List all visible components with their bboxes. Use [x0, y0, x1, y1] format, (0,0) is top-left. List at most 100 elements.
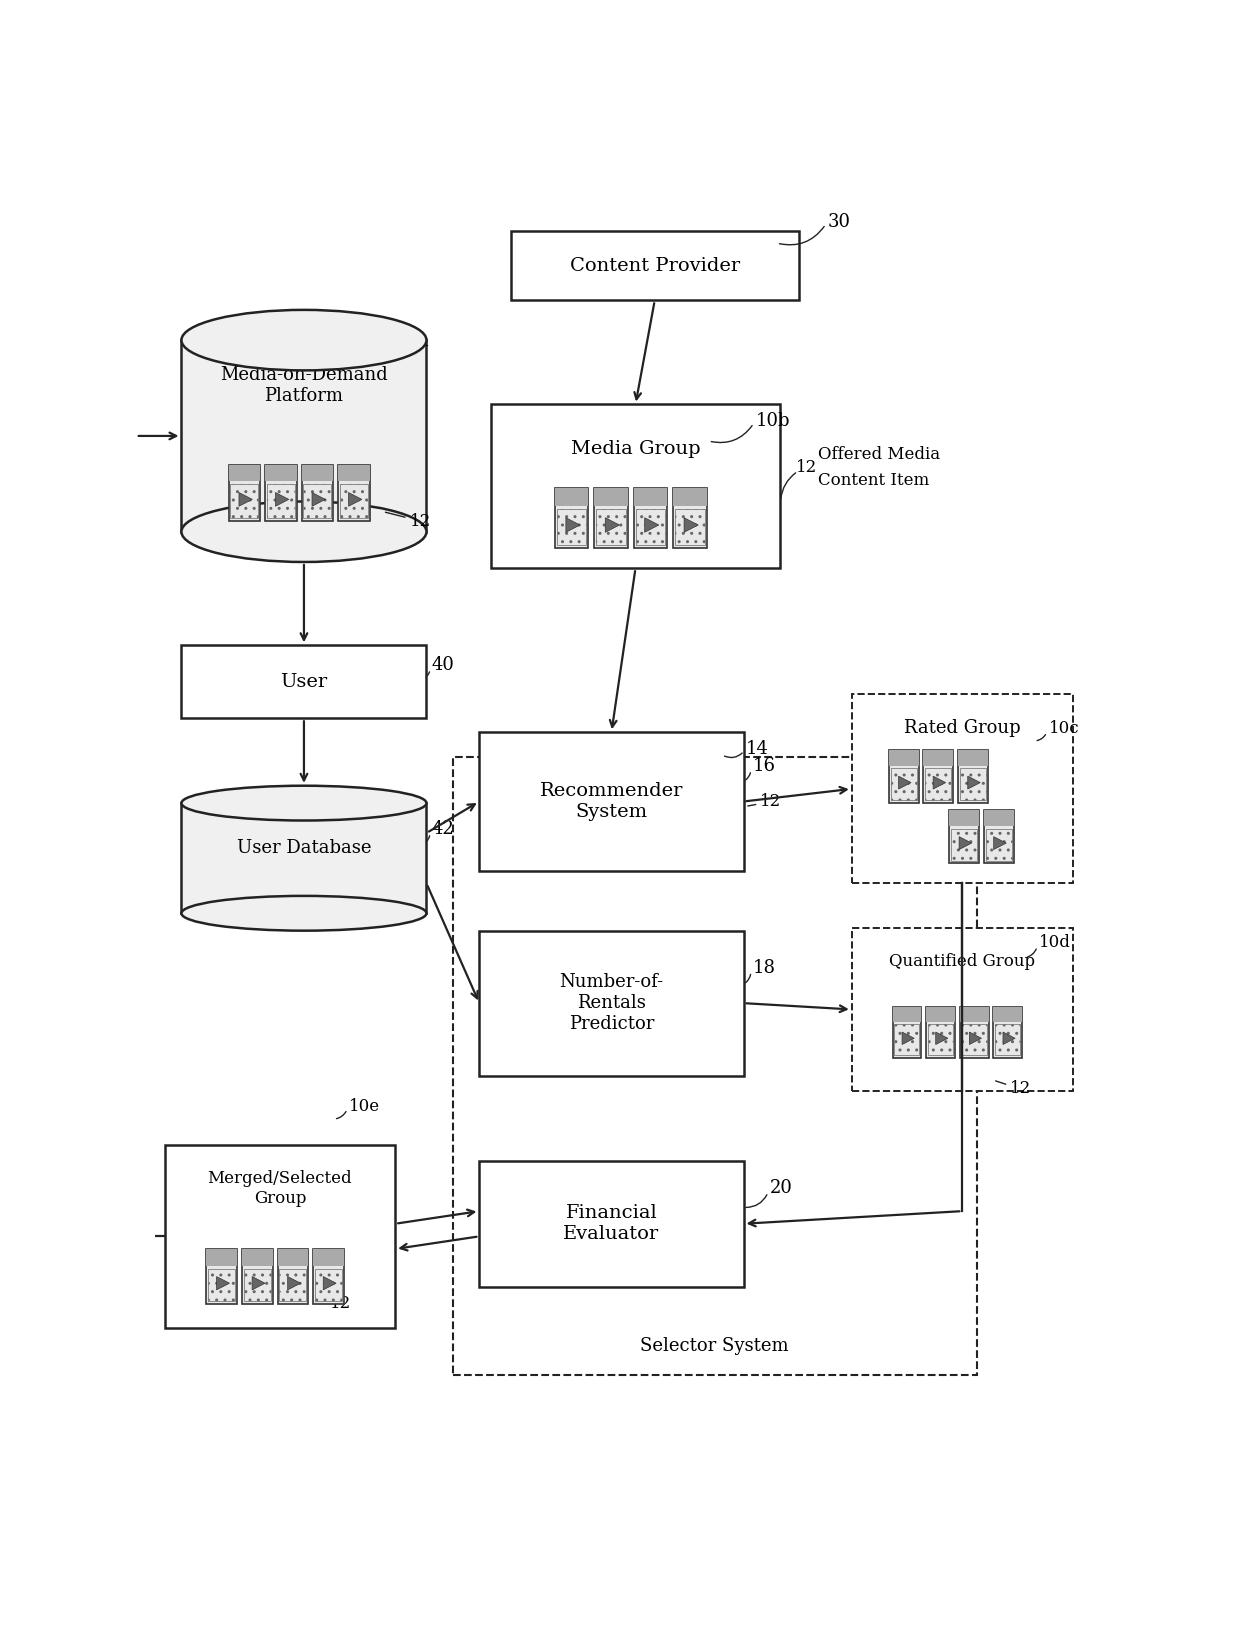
FancyBboxPatch shape: [852, 928, 1073, 1092]
FancyBboxPatch shape: [312, 1249, 343, 1305]
FancyBboxPatch shape: [228, 465, 260, 521]
FancyBboxPatch shape: [265, 465, 296, 481]
Text: User Database: User Database: [237, 840, 371, 858]
FancyBboxPatch shape: [996, 1025, 1021, 1056]
FancyBboxPatch shape: [959, 750, 988, 802]
Polygon shape: [275, 493, 289, 506]
Text: 42: 42: [432, 820, 455, 838]
FancyBboxPatch shape: [950, 810, 980, 863]
FancyBboxPatch shape: [924, 750, 954, 766]
FancyBboxPatch shape: [950, 810, 980, 827]
Text: 10e: 10e: [350, 1098, 381, 1115]
FancyBboxPatch shape: [278, 1249, 309, 1265]
Text: Content Item: Content Item: [818, 471, 929, 488]
FancyBboxPatch shape: [925, 768, 951, 800]
Text: 30: 30: [828, 213, 851, 231]
Polygon shape: [217, 1277, 229, 1290]
FancyBboxPatch shape: [893, 1007, 921, 1058]
FancyBboxPatch shape: [993, 1007, 1022, 1058]
Text: Media-on-Demand
Platform: Media-on-Demand Platform: [219, 367, 388, 404]
Text: 16: 16: [753, 758, 776, 776]
FancyBboxPatch shape: [926, 1007, 955, 1058]
Polygon shape: [684, 517, 698, 532]
Text: Financial
Evaluator: Financial Evaluator: [563, 1205, 660, 1242]
FancyBboxPatch shape: [960, 1007, 988, 1058]
FancyBboxPatch shape: [312, 1249, 343, 1265]
FancyBboxPatch shape: [181, 645, 427, 719]
Text: 10a: 10a: [396, 332, 429, 350]
Polygon shape: [645, 517, 658, 532]
FancyBboxPatch shape: [181, 340, 427, 532]
Text: Recommender
System: Recommender System: [539, 782, 683, 820]
FancyBboxPatch shape: [265, 465, 296, 521]
Polygon shape: [1003, 1031, 1016, 1044]
Text: 12: 12: [409, 512, 432, 530]
FancyBboxPatch shape: [242, 1249, 273, 1305]
FancyBboxPatch shape: [480, 732, 744, 871]
Polygon shape: [936, 1031, 947, 1044]
Polygon shape: [252, 1277, 265, 1290]
Ellipse shape: [181, 309, 427, 370]
Polygon shape: [605, 517, 620, 532]
Text: User: User: [280, 673, 327, 691]
FancyBboxPatch shape: [554, 488, 589, 548]
FancyBboxPatch shape: [983, 810, 1013, 863]
FancyBboxPatch shape: [181, 804, 427, 913]
FancyBboxPatch shape: [301, 465, 334, 521]
Polygon shape: [312, 493, 325, 506]
Text: 12: 12: [796, 458, 817, 476]
Polygon shape: [959, 837, 972, 850]
Text: 12: 12: [760, 792, 781, 810]
FancyBboxPatch shape: [893, 1007, 921, 1021]
FancyBboxPatch shape: [960, 768, 986, 800]
FancyBboxPatch shape: [928, 1025, 954, 1056]
FancyBboxPatch shape: [244, 1269, 270, 1301]
FancyBboxPatch shape: [301, 465, 334, 481]
FancyBboxPatch shape: [165, 1144, 396, 1328]
Text: Merged/Selected
Group: Merged/Selected Group: [207, 1170, 352, 1206]
FancyBboxPatch shape: [557, 509, 587, 545]
Polygon shape: [288, 1277, 300, 1290]
FancyBboxPatch shape: [634, 488, 667, 548]
Text: Offered Media: Offered Media: [818, 447, 940, 463]
Text: 40: 40: [432, 656, 455, 674]
Polygon shape: [565, 517, 580, 532]
Text: 10b: 10b: [755, 413, 790, 431]
FancyBboxPatch shape: [206, 1249, 237, 1305]
FancyBboxPatch shape: [340, 485, 368, 519]
FancyBboxPatch shape: [554, 488, 589, 506]
FancyBboxPatch shape: [279, 1269, 306, 1301]
FancyBboxPatch shape: [339, 465, 370, 481]
FancyBboxPatch shape: [480, 931, 744, 1076]
Text: 12: 12: [1011, 1080, 1032, 1097]
Text: 18: 18: [753, 959, 776, 977]
FancyBboxPatch shape: [962, 1025, 987, 1056]
FancyBboxPatch shape: [993, 1007, 1022, 1021]
Text: Content Provider: Content Provider: [569, 257, 740, 275]
Text: Quantified Group: Quantified Group: [889, 953, 1035, 971]
FancyBboxPatch shape: [491, 404, 780, 568]
Polygon shape: [348, 493, 362, 506]
Polygon shape: [901, 1031, 914, 1044]
FancyBboxPatch shape: [890, 768, 916, 800]
Polygon shape: [970, 1031, 982, 1044]
Ellipse shape: [181, 786, 427, 820]
Polygon shape: [324, 1277, 336, 1290]
Text: 12: 12: [330, 1295, 351, 1311]
FancyBboxPatch shape: [951, 828, 977, 861]
FancyBboxPatch shape: [339, 465, 370, 521]
Text: Rated Group: Rated Group: [904, 719, 1021, 737]
FancyBboxPatch shape: [206, 1249, 237, 1265]
FancyBboxPatch shape: [315, 1269, 342, 1301]
FancyBboxPatch shape: [480, 1161, 744, 1287]
Text: Selector System: Selector System: [641, 1337, 789, 1355]
FancyBboxPatch shape: [926, 1007, 955, 1021]
Polygon shape: [239, 493, 252, 506]
FancyBboxPatch shape: [231, 485, 258, 519]
FancyBboxPatch shape: [960, 1007, 988, 1021]
FancyBboxPatch shape: [511, 231, 799, 301]
FancyBboxPatch shape: [924, 750, 954, 802]
Polygon shape: [993, 837, 1006, 850]
FancyBboxPatch shape: [673, 488, 707, 548]
FancyBboxPatch shape: [594, 488, 627, 506]
